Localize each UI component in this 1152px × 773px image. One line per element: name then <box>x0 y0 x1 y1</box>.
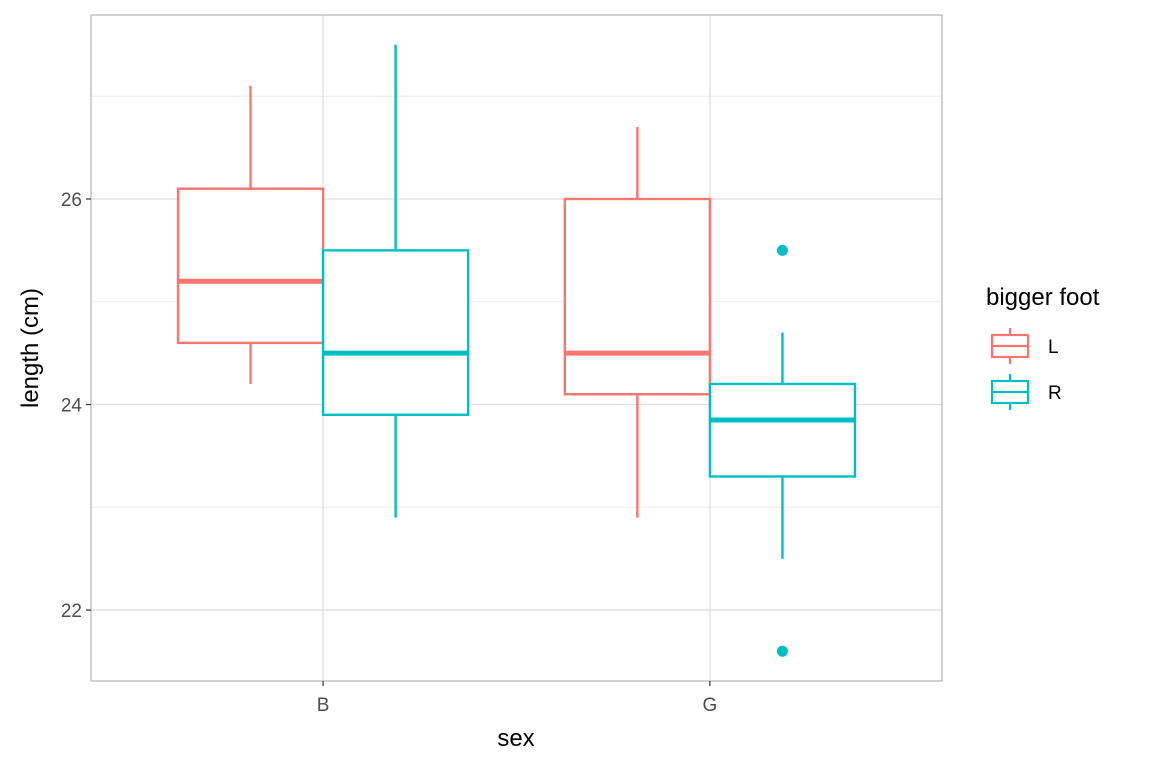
y-axis-title: length (cm) <box>17 288 44 408</box>
outlier-point <box>776 645 788 657</box>
axes: 22 24 26 B G <box>61 190 717 716</box>
y-tick-label: 24 <box>61 396 83 417</box>
y-tick-label: 22 <box>61 601 82 622</box>
box-L-G <box>563 197 712 396</box>
x-axis-title: sex <box>497 725 534 752</box>
panel-border <box>90 14 943 682</box>
x-tick-label: B <box>317 695 330 716</box>
box-R-B <box>321 249 470 417</box>
legend-title: bigger foot <box>986 284 1100 311</box>
plot-panel <box>91 15 942 681</box>
box-R-G <box>708 382 857 478</box>
legend-label-L: L <box>1048 337 1059 358</box>
y-tick-label: 26 <box>61 190 82 211</box>
boxes <box>176 44 857 657</box>
box-L-B <box>176 187 325 345</box>
outlier-point <box>776 244 788 256</box>
legend-label-R: R <box>1048 383 1062 404</box>
x-tick-label: G <box>703 695 718 716</box>
legend: bigger foot L R <box>986 284 1100 410</box>
